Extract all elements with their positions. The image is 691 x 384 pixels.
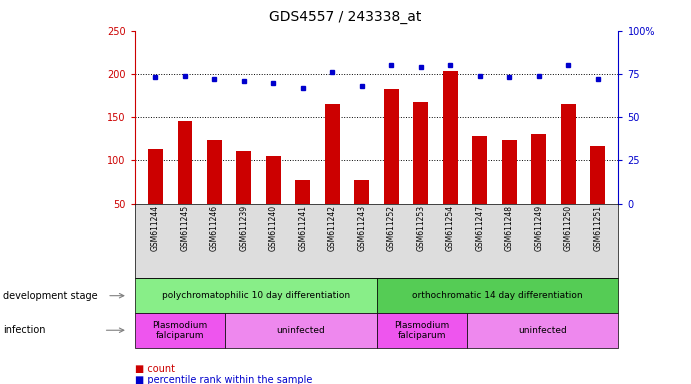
Bar [236,151,252,204]
Text: orthochromatic 14 day differentiation: orthochromatic 14 day differentiation [413,291,583,300]
Bar [502,140,517,204]
Bar [590,147,605,204]
Bar [443,71,457,204]
Text: Plasmodium
falciparum: Plasmodium falciparum [395,321,450,340]
Text: GDS4557 / 243338_at: GDS4557 / 243338_at [269,10,422,23]
Bar [354,180,369,204]
Bar [148,149,163,204]
Bar [561,104,576,204]
Bar [413,102,428,204]
Bar [473,136,487,204]
Text: polychromatophilic 10 day differentiation: polychromatophilic 10 day differentiatio… [162,291,350,300]
Text: development stage: development stage [3,291,98,301]
Text: ■ count: ■ count [135,364,175,374]
Bar [325,104,340,204]
Bar [266,156,281,204]
Text: uninfected: uninfected [518,326,567,335]
Bar [296,180,310,204]
Text: ■ percentile rank within the sample: ■ percentile rank within the sample [135,375,312,384]
Text: Plasmodium
falciparum: Plasmodium falciparum [153,321,208,340]
Bar [531,134,546,204]
Bar [178,121,192,204]
Bar [207,141,222,204]
Text: uninfected: uninfected [276,326,325,335]
Text: infection: infection [3,325,46,335]
Bar [384,89,399,204]
